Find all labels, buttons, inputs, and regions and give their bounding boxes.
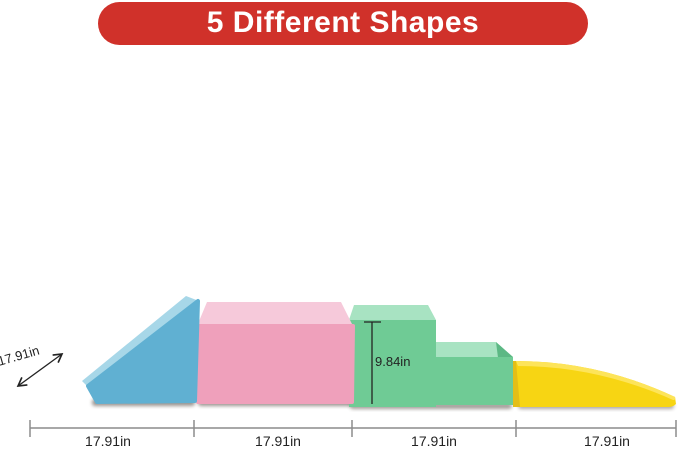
bottom-dimension-label-3: 17.91in xyxy=(411,433,457,449)
pink-cube-top-face xyxy=(197,302,353,326)
yellow-wave-top-face xyxy=(516,361,676,400)
blue-ramp-front-face xyxy=(86,299,200,404)
height-dimension-label: 9.84in xyxy=(375,354,411,369)
yellow-wave-front-face xyxy=(516,361,676,407)
green-step-lower-front-face xyxy=(436,357,513,405)
bottom-dimension-label-4: 17.91in xyxy=(584,433,630,449)
bottom-dimension-label-2: 17.91in xyxy=(255,433,301,449)
green-step-top-face xyxy=(349,305,436,320)
title-banner: 5 Different Shapes xyxy=(98,2,588,45)
bottom-dimension-label-1: 17.91in xyxy=(85,433,131,449)
blue-ramp-top-face xyxy=(82,296,199,387)
yellow-wave-block xyxy=(513,361,676,407)
green-step-lower-top-face xyxy=(436,342,513,357)
title-text: 5 Different Shapes xyxy=(206,5,480,39)
height-dimension-line xyxy=(364,321,381,404)
pink-cube-block xyxy=(195,302,355,404)
slope-arrow-line xyxy=(16,353,64,387)
blue-ramp-block xyxy=(82,296,200,404)
pink-cube-front-face xyxy=(195,324,355,404)
green-step-block xyxy=(349,305,513,407)
bottom-dimension-line xyxy=(29,420,677,437)
slope-dimension-arrow xyxy=(16,353,64,387)
green-step-tall-front-face xyxy=(349,320,436,407)
